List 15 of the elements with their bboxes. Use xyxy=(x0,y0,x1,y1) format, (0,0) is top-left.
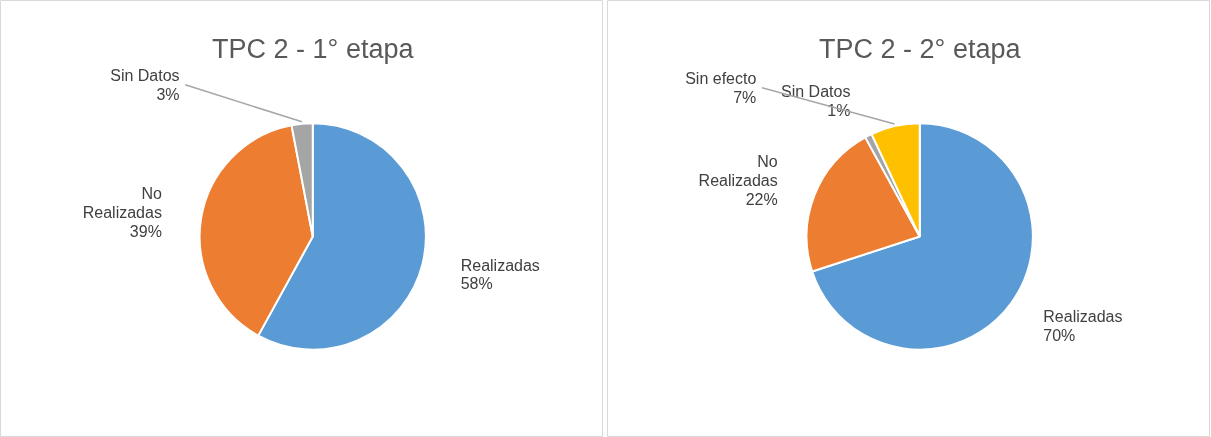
slice-label: Realizadas xyxy=(1043,308,1123,326)
slice-label: No Realizadas xyxy=(698,153,778,189)
chart-title: TPC 2 - 2° etapa xyxy=(819,34,1022,65)
slice-label: Sin Datos xyxy=(110,66,180,84)
slice-label: Sin efecto xyxy=(685,69,757,87)
slice-label: Realizadas xyxy=(460,256,540,274)
data-label: 22% xyxy=(745,190,778,208)
data-label: 39% xyxy=(129,222,162,240)
chart-title: TPC 2 - 1° etapa xyxy=(212,34,415,65)
slice-label: No Realizadas xyxy=(82,185,162,222)
slice-label: Sin Datos xyxy=(781,82,851,100)
data-label: 70% xyxy=(1043,326,1076,344)
data-label: 58% xyxy=(460,275,493,293)
data-label: 7% xyxy=(733,88,757,106)
data-label: 3% xyxy=(156,85,180,103)
